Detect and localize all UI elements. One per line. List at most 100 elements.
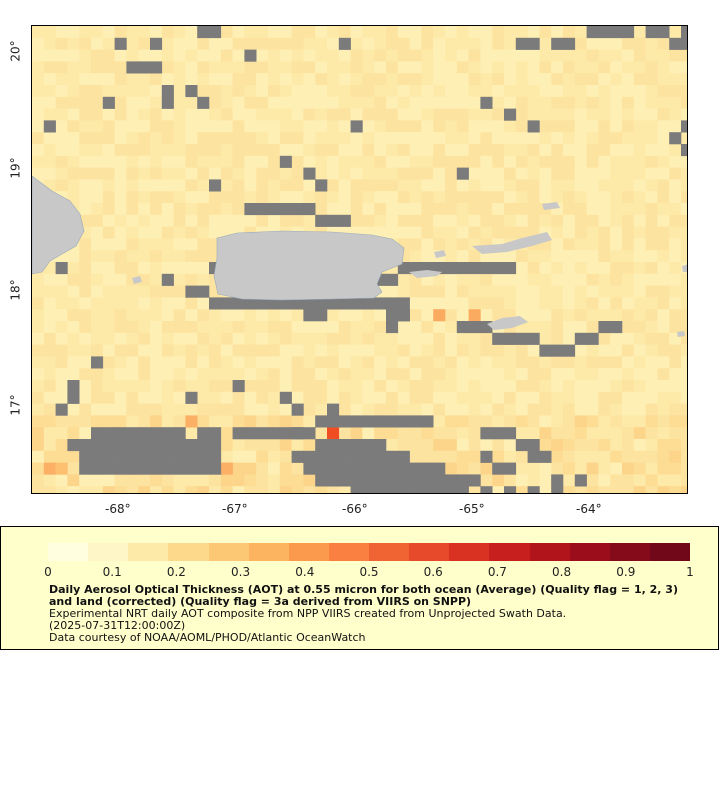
aot-cell	[150, 203, 163, 216]
aot-cell	[362, 26, 375, 39]
aot-cell	[291, 214, 304, 227]
aot-cell	[492, 144, 505, 157]
aot-cell	[350, 380, 363, 393]
aot-cell	[185, 179, 198, 192]
aot-cell	[126, 403, 139, 416]
aot-cell	[433, 273, 446, 286]
aot-cell	[468, 49, 481, 62]
scale-label: 0	[44, 565, 52, 579]
aot-cell	[480, 309, 493, 322]
aot-cell	[645, 321, 658, 334]
aot-cell	[480, 474, 493, 487]
no-data-cell	[480, 262, 493, 275]
aot-cell	[126, 486, 139, 493]
aot-cell	[220, 73, 233, 86]
aot-cell	[622, 144, 635, 157]
aot-cell	[504, 344, 517, 357]
aot-cell	[67, 344, 80, 357]
aot-cell	[256, 108, 269, 121]
no-data-cell	[338, 439, 351, 452]
aot-cell	[633, 427, 646, 440]
aot-cell	[362, 427, 375, 440]
aot-cell	[315, 155, 328, 168]
aot-cell	[209, 155, 222, 168]
aot-cell	[397, 439, 410, 452]
aot-cell	[315, 167, 328, 180]
aot-cell	[138, 120, 151, 133]
aot-cell	[32, 391, 45, 404]
aot-cell	[279, 309, 292, 322]
aot-cell	[67, 415, 80, 428]
aot-cell	[633, 285, 646, 298]
aot-cell	[409, 179, 422, 192]
aot-cell	[114, 415, 127, 428]
aot-cell	[114, 96, 127, 109]
aot-cell	[504, 179, 517, 192]
no-data-cell	[150, 61, 163, 74]
scale-label: 0.8	[552, 565, 572, 579]
aot-cell	[586, 262, 599, 275]
aot-cell	[527, 108, 540, 121]
aot-cell	[515, 61, 528, 74]
aot-cell	[279, 179, 292, 192]
aot-cell	[138, 226, 151, 239]
aot-cell	[421, 321, 434, 334]
no-data-cell	[279, 297, 292, 310]
aot-cell	[138, 368, 151, 381]
aot-cell	[645, 144, 658, 157]
aot-cell	[397, 37, 410, 50]
aot-cell	[150, 155, 163, 168]
aot-cell	[232, 415, 245, 428]
aot-cell	[126, 344, 139, 357]
no-data-cell	[138, 450, 151, 463]
aot-cell	[669, 238, 682, 251]
aot-cell	[79, 474, 92, 487]
aot-cell	[185, 309, 198, 322]
vieques	[409, 270, 442, 278]
scale-label: 0.2	[166, 565, 186, 579]
aot-cell	[279, 108, 292, 121]
no-data-cell	[327, 297, 340, 310]
aot-cell	[539, 191, 552, 204]
aot-cell	[350, 356, 363, 369]
aot-cell	[610, 132, 623, 145]
aot-cell	[173, 368, 186, 381]
aot-cell	[161, 37, 174, 50]
aot-cell	[126, 474, 139, 487]
aot-cell	[55, 144, 68, 157]
aot-cell	[126, 85, 139, 98]
aot-cell	[126, 155, 139, 168]
aot-cell	[456, 368, 469, 381]
aot-cell	[67, 96, 80, 109]
aot-cell	[91, 61, 104, 74]
aot-cell	[527, 73, 540, 86]
aot-cell	[433, 49, 446, 62]
no-data-cell	[244, 297, 257, 310]
aot-cell	[244, 403, 257, 416]
aot-cell	[456, 380, 469, 393]
aot-cell	[161, 226, 174, 239]
aot-cell	[91, 132, 104, 145]
aot-cell	[256, 309, 269, 322]
aot-cell	[574, 403, 587, 416]
aot-cell	[504, 403, 517, 416]
aot-cell	[350, 332, 363, 345]
aot-cell	[161, 297, 174, 310]
aot-cell	[338, 26, 351, 39]
aot-cell	[669, 155, 682, 168]
aot-cell	[173, 380, 186, 393]
no-data-cell	[303, 427, 316, 440]
no-data-cell	[327, 439, 340, 452]
aot-cell	[43, 344, 56, 357]
aot-cell	[598, 167, 611, 180]
aot-cell	[161, 155, 174, 168]
aot-cell	[433, 120, 446, 133]
aot-cell	[114, 108, 127, 121]
no-data-cell	[386, 415, 399, 428]
aot-cell	[315, 380, 328, 393]
aot-cell	[456, 297, 469, 310]
aot-cell	[515, 108, 528, 121]
no-data-cell	[657, 26, 670, 39]
aot-cell	[681, 415, 687, 428]
aot-cell	[232, 439, 245, 452]
